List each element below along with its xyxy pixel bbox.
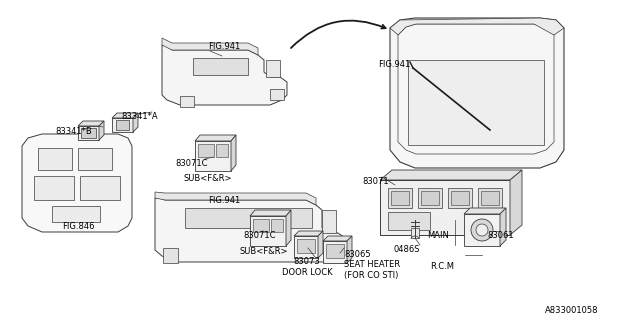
Text: 83341*B: 83341*B bbox=[55, 127, 92, 136]
Polygon shape bbox=[347, 236, 352, 263]
Text: 83071C: 83071C bbox=[243, 231, 275, 240]
Text: 83341*A: 83341*A bbox=[121, 112, 157, 121]
Polygon shape bbox=[323, 241, 347, 263]
Text: SEAT HEATER: SEAT HEATER bbox=[344, 260, 400, 269]
Polygon shape bbox=[500, 208, 506, 246]
Polygon shape bbox=[323, 236, 352, 241]
Polygon shape bbox=[390, 18, 564, 35]
Polygon shape bbox=[266, 60, 280, 77]
Polygon shape bbox=[162, 45, 287, 105]
Text: SUB<F&R>: SUB<F&R> bbox=[183, 174, 232, 183]
Circle shape bbox=[476, 224, 488, 236]
Text: FIG.941: FIG.941 bbox=[208, 42, 240, 51]
FancyArrowPatch shape bbox=[291, 20, 385, 48]
Polygon shape bbox=[388, 188, 412, 208]
Polygon shape bbox=[195, 135, 236, 141]
Polygon shape bbox=[464, 214, 500, 246]
Polygon shape bbox=[286, 210, 291, 246]
Polygon shape bbox=[52, 206, 100, 222]
Polygon shape bbox=[464, 208, 506, 214]
Text: 83065: 83065 bbox=[344, 250, 371, 259]
Polygon shape bbox=[116, 120, 129, 130]
Polygon shape bbox=[328, 243, 342, 255]
Text: (FOR CO STI): (FOR CO STI) bbox=[344, 271, 398, 280]
Polygon shape bbox=[99, 121, 104, 140]
Polygon shape bbox=[180, 96, 194, 107]
Text: A833001058: A833001058 bbox=[545, 306, 598, 315]
Polygon shape bbox=[418, 188, 442, 208]
Text: R.C.M: R.C.M bbox=[430, 262, 454, 271]
Polygon shape bbox=[408, 60, 544, 145]
Polygon shape bbox=[380, 180, 510, 235]
Polygon shape bbox=[253, 219, 269, 232]
Polygon shape bbox=[388, 212, 430, 230]
Polygon shape bbox=[231, 135, 236, 171]
Polygon shape bbox=[421, 191, 439, 205]
Polygon shape bbox=[133, 113, 138, 132]
Polygon shape bbox=[112, 113, 138, 118]
Text: FIG.846: FIG.846 bbox=[62, 222, 95, 231]
Text: FIG.941: FIG.941 bbox=[378, 60, 410, 69]
Polygon shape bbox=[451, 191, 469, 205]
Polygon shape bbox=[195, 141, 231, 171]
Polygon shape bbox=[478, 188, 502, 208]
Polygon shape bbox=[112, 118, 133, 132]
Polygon shape bbox=[162, 38, 258, 55]
Text: MAIN: MAIN bbox=[427, 231, 449, 240]
Polygon shape bbox=[270, 89, 284, 100]
Polygon shape bbox=[22, 134, 132, 232]
Polygon shape bbox=[380, 170, 522, 180]
Polygon shape bbox=[318, 231, 323, 258]
Polygon shape bbox=[81, 128, 96, 138]
Text: SUB<F&R>: SUB<F&R> bbox=[240, 247, 289, 256]
Text: 83073: 83073 bbox=[293, 257, 320, 266]
Text: DOOR LOCK: DOOR LOCK bbox=[282, 268, 333, 277]
Polygon shape bbox=[326, 244, 344, 258]
Text: FIG.941: FIG.941 bbox=[208, 196, 240, 205]
Text: 0486S: 0486S bbox=[393, 245, 419, 254]
Polygon shape bbox=[78, 126, 99, 140]
Polygon shape bbox=[510, 170, 522, 235]
Polygon shape bbox=[198, 144, 214, 157]
Text: 83071: 83071 bbox=[362, 177, 388, 186]
Polygon shape bbox=[390, 18, 564, 168]
Text: 83071C: 83071C bbox=[175, 159, 207, 168]
Circle shape bbox=[471, 219, 493, 241]
Polygon shape bbox=[294, 236, 318, 258]
Polygon shape bbox=[250, 216, 286, 246]
Polygon shape bbox=[297, 239, 315, 253]
Polygon shape bbox=[216, 144, 228, 157]
Polygon shape bbox=[163, 248, 178, 263]
Polygon shape bbox=[38, 148, 72, 170]
Polygon shape bbox=[185, 208, 312, 228]
Polygon shape bbox=[250, 210, 291, 216]
Polygon shape bbox=[155, 192, 316, 205]
Polygon shape bbox=[294, 231, 323, 236]
Polygon shape bbox=[78, 121, 104, 126]
Text: 83061: 83061 bbox=[487, 231, 514, 240]
Polygon shape bbox=[481, 191, 499, 205]
Polygon shape bbox=[448, 188, 472, 208]
Polygon shape bbox=[155, 198, 345, 262]
Polygon shape bbox=[271, 219, 283, 232]
Polygon shape bbox=[34, 176, 74, 200]
Polygon shape bbox=[391, 191, 409, 205]
Polygon shape bbox=[78, 148, 112, 170]
Polygon shape bbox=[322, 210, 336, 233]
Polygon shape bbox=[193, 58, 248, 75]
Polygon shape bbox=[80, 176, 120, 200]
Polygon shape bbox=[411, 228, 419, 238]
